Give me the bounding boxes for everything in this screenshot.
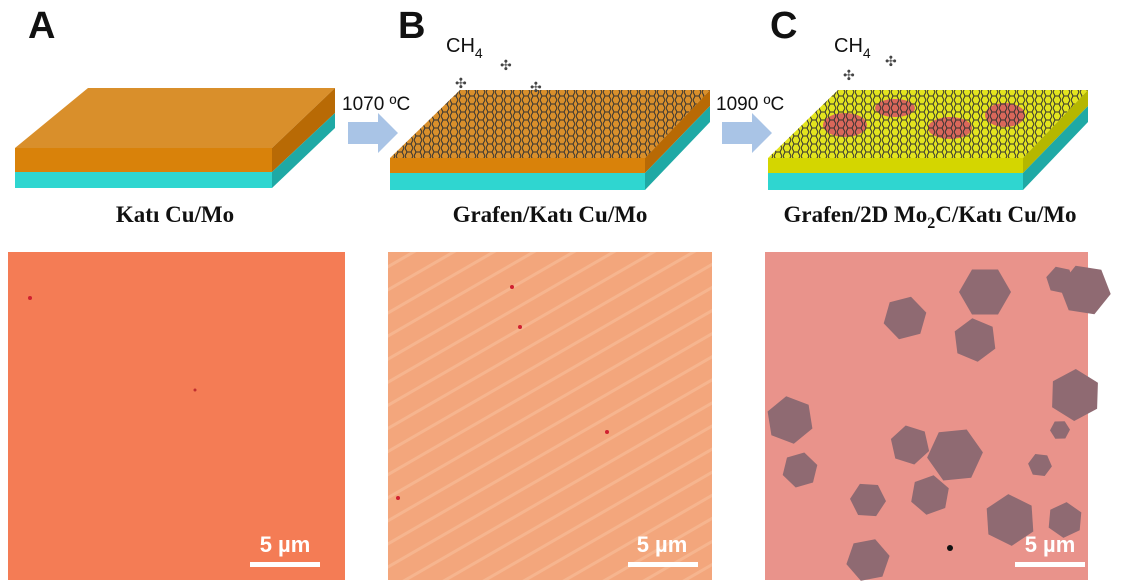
caption-text: Mo xyxy=(894,202,927,227)
gas-subscript: 4 xyxy=(863,45,871,61)
arrow-label: 1070 ºC xyxy=(342,94,410,115)
caption-text: Grafen/Katı Cu/Mo xyxy=(453,202,648,227)
slab-a xyxy=(15,88,335,188)
figure: A B C CH4 CH4 ✣✣✣ ✣✣ 1070 ºC 1 xyxy=(0,0,1131,585)
scale-bar xyxy=(250,562,320,567)
arrow-label: 1090 ºC xyxy=(716,94,784,115)
gas-label: CH4 xyxy=(446,35,483,61)
micrograph-a xyxy=(8,252,345,580)
slab-b xyxy=(390,90,710,190)
gas-formula: CH xyxy=(834,35,863,57)
panel-letter: B xyxy=(398,5,425,47)
caption-text: Katı Cu/Mo xyxy=(116,202,234,227)
scale-bar-label: 5 µm xyxy=(637,532,688,557)
svg-text:✣: ✣ xyxy=(455,75,467,91)
arrow xyxy=(348,113,398,153)
svg-text:✣: ✣ xyxy=(500,57,512,73)
caption-subscript: 2 xyxy=(927,215,935,232)
scale-bar xyxy=(1015,562,1085,567)
svg-text:✣: ✣ xyxy=(843,67,855,83)
particle xyxy=(947,545,953,551)
caption-text: C xyxy=(935,202,952,227)
slab-c xyxy=(768,90,1088,190)
caption: Grafen/Katı Cu/Mo xyxy=(453,202,648,227)
scale-bar-label: 5 µm xyxy=(1025,532,1076,557)
panel-letter: C xyxy=(770,5,797,47)
caption-text: Grafen/2D xyxy=(784,202,895,227)
caption: Grafen/2D Mo2C/Katı Cu/Mo xyxy=(784,202,1077,232)
gas-label: CH4 xyxy=(834,35,871,61)
scale-bar-label: 5 µm xyxy=(260,532,311,557)
svg-text:✣: ✣ xyxy=(885,53,897,69)
svg-text:✣: ✣ xyxy=(530,79,542,95)
molecules: ✣ ✣ ✣ ✣ ✣ xyxy=(455,53,897,95)
arrow xyxy=(722,113,772,153)
gas-formula: CH xyxy=(446,35,475,57)
caption-text: /Katı Cu/Mo xyxy=(951,202,1077,227)
gas-subscript: 4 xyxy=(475,45,483,61)
micrograph-b xyxy=(388,252,712,580)
scale-bar xyxy=(628,562,698,567)
panel-letter: A xyxy=(28,5,55,47)
caption: Katı Cu/Mo xyxy=(116,202,234,227)
